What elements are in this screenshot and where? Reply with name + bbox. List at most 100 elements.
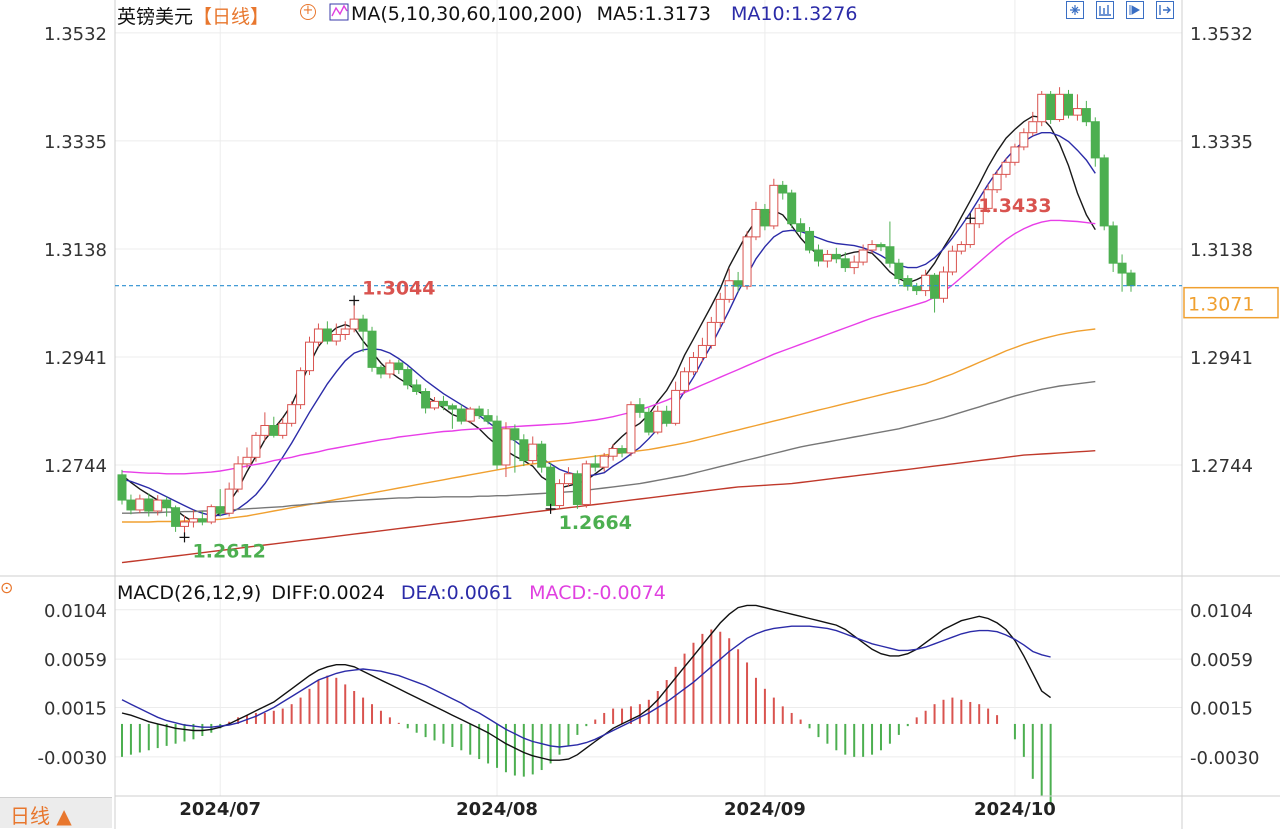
indicator-settings-icon[interactable]: ⊙ [0, 578, 14, 597]
candle-body-up [822, 253, 832, 262]
candle-body-up [947, 250, 957, 273]
candle-body-down [510, 428, 520, 441]
candle-body-up [287, 404, 297, 424]
candle-body-up [242, 456, 252, 465]
dea-line [121, 625, 1051, 748]
candle-body-up [153, 499, 163, 512]
candle-body-up [305, 341, 315, 372]
symbol-title: 英镑美元【日线】 [117, 2, 269, 29]
ma100-line [122, 380, 1096, 514]
candle-body-up [983, 189, 993, 209]
candle-body-up [313, 328, 323, 343]
candle-body-down [831, 253, 841, 260]
candle-body-up [1037, 93, 1047, 123]
candle-body-down [930, 274, 940, 299]
candle-body-down [813, 249, 823, 262]
macd-tick-left: -0.0030 [38, 748, 107, 769]
candle-body-down [215, 506, 225, 514]
candle-body-up [626, 404, 636, 454]
macd-value: MACD:-0.0074 [529, 582, 666, 604]
candle-body-up [1001, 161, 1011, 175]
candle-body-up [233, 463, 243, 490]
low-marker [545, 503, 556, 514]
high-marker [349, 295, 360, 306]
candle-body-up [858, 249, 868, 263]
candle-body-down [162, 499, 172, 509]
candle-body-up [581, 463, 591, 505]
candle-body-up [1028, 121, 1038, 134]
macd-series [121, 604, 1052, 806]
candle-body-up [501, 428, 511, 466]
price-tick-left: 1.3532 [44, 24, 107, 45]
candle-body-down [546, 466, 556, 507]
price-tick-left: 1.3138 [44, 240, 107, 261]
play-forward-icon[interactable] [1126, 1, 1144, 19]
diff-line [121, 604, 1052, 761]
period-selector-label: 日线 ▲ [10, 804, 72, 828]
candle-body-down [894, 262, 904, 280]
candle-body-down [456, 408, 466, 422]
ma200-line [121, 450, 1096, 564]
candle-body-up [555, 483, 565, 507]
ma-params: MA(5,10,30,60,100,200) [351, 3, 583, 25]
candle-body-up [188, 518, 198, 523]
candle-body-down [778, 184, 788, 194]
candle-body-down [1046, 93, 1056, 121]
candle-body-down [438, 400, 448, 407]
candle-body-up [385, 362, 395, 375]
candle-body-down [644, 411, 654, 433]
macd-tick-right: -0.0030 [1190, 748, 1259, 769]
price-tick-right: 1.3532 [1190, 24, 1253, 45]
candle-body-up [296, 370, 306, 406]
candle-body-down [876, 244, 886, 248]
candle-body-up [1010, 146, 1020, 163]
candle-body-up [251, 434, 261, 458]
high-annotation: 1.3044 [362, 277, 435, 299]
price-tick-left: 1.2941 [44, 348, 107, 369]
candle-body-up [965, 223, 975, 246]
period-selector[interactable]: 日线 ▲ [0, 797, 112, 828]
ma5-value: MA5:1.3173 [596, 3, 711, 25]
macd-tick-right: 0.0059 [1190, 650, 1253, 671]
candle-body-up [278, 422, 288, 436]
candle-body-down [1090, 121, 1100, 159]
candle-body-up [688, 357, 698, 373]
ma10-value: MA10:1.3276 [731, 3, 858, 25]
indicator-chart-icon[interactable] [1096, 1, 1114, 19]
price-tick-left: 1.2744 [44, 456, 107, 477]
candle-body-up [349, 318, 359, 330]
candle-body-up [206, 506, 216, 523]
candle-body-up [715, 298, 725, 323]
candle-body-up [653, 410, 663, 433]
macd-legend: MACD(26,12,9) DIFF:0.0024 DEA:0.0061 MAC… [117, 582, 666, 604]
candle-body-up [680, 371, 690, 391]
symbol-name: 英镑美元 [117, 6, 194, 28]
candle-body-up [921, 274, 931, 292]
candle-body-down [590, 463, 600, 468]
candle-body-down [367, 330, 377, 368]
candle-body-down [617, 448, 627, 454]
candle-body-down [474, 408, 484, 417]
candle-body-up [1055, 93, 1065, 121]
period-tag[interactable]: 【日线】 [193, 6, 270, 28]
candlestick-series [117, 87, 1136, 538]
candle-body-up [992, 173, 1002, 191]
macd-tick-left: 0.0059 [44, 650, 107, 671]
candle-body-down [197, 518, 207, 523]
macd-params: MACD(26,12,9) [117, 582, 262, 604]
candle-body-up [528, 443, 538, 462]
crosshair-plus-icon[interactable]: + [300, 4, 316, 20]
high-annotation: 1.3433 [978, 195, 1051, 217]
candle-body-down [1081, 108, 1091, 123]
zoom-grid-icon[interactable] [1066, 1, 1084, 19]
current-price-box [1183, 286, 1279, 319]
candle-body-up [742, 236, 752, 287]
candle-body-down [144, 498, 154, 512]
export-icon[interactable] [1156, 1, 1174, 19]
candle-body-up [599, 455, 609, 468]
candle-body-down [635, 404, 645, 413]
candle-body-down [322, 328, 332, 342]
price-annotations: 1.3044 1.2612 1.2664 1.3433 [179, 195, 1052, 562]
candle-body-up [671, 389, 681, 424]
macd-tick-left: 0.0015 [44, 698, 107, 719]
